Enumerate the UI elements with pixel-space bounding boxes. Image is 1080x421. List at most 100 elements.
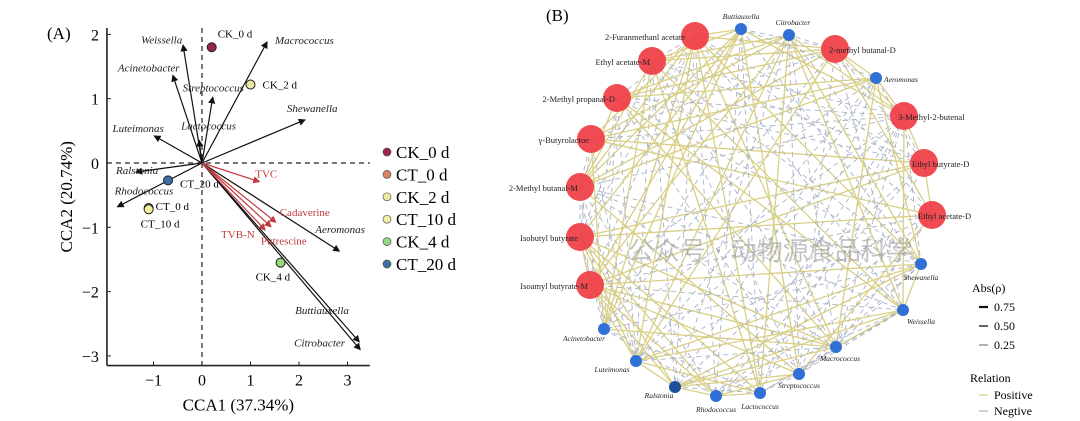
- positive-edge: [635, 360, 676, 388]
- environment-label: TVC: [255, 169, 277, 181]
- positive-edge: [579, 77, 877, 188]
- negative-edge: [759, 77, 877, 394]
- volatile-node: [638, 47, 666, 75]
- sample-label: CK_4 d: [256, 272, 291, 284]
- sample-point: [163, 175, 174, 186]
- positive-edge: [694, 35, 761, 394]
- negative-edge: [798, 263, 922, 375]
- bacteria-node-label: Luteimonas: [593, 365, 629, 374]
- negative-edge: [651, 60, 925, 164]
- bacteria-node: [783, 29, 795, 41]
- species-vector: [201, 162, 360, 343]
- bacteria-node: [598, 323, 610, 335]
- bacteria-node: [735, 23, 747, 35]
- y-tick-label: −2: [82, 285, 99, 302]
- negative-edge: [740, 28, 877, 79]
- bacteria-node-label: Buttiauxella: [723, 12, 760, 21]
- species-vector: [116, 162, 203, 208]
- positive-edge: [902, 263, 922, 311]
- volatile-node: [918, 201, 946, 229]
- sample-point: [275, 257, 286, 268]
- volatile-node-label: 2-Furanmethanl acetate: [605, 32, 685, 42]
- sample-point: [206, 42, 217, 53]
- negative-edge: [834, 48, 925, 164]
- positive-edge: [579, 28, 742, 238]
- negative-edge: [694, 35, 904, 311]
- positive-edge: [875, 77, 922, 265]
- positive-edge: [589, 284, 800, 375]
- x-tick-label: 2: [295, 373, 303, 390]
- species-vector: [201, 162, 361, 351]
- y-tick-label: 0: [91, 156, 99, 173]
- species-label: Ralstonia: [115, 165, 159, 177]
- negative-edge: [651, 60, 922, 265]
- species-label: Luteimonas: [111, 123, 163, 135]
- negative-edge: [590, 115, 905, 140]
- positive-edge: [674, 346, 837, 388]
- bacteria-node: [793, 368, 805, 380]
- negative-edge: [798, 309, 904, 375]
- positive-edge: [616, 97, 904, 311]
- negative-edge: [715, 162, 925, 397]
- legend-relation-label: Positive: [994, 388, 1033, 402]
- positive-edge: [759, 34, 790, 394]
- volatile-node-label: Ethyl butyrate-D: [912, 159, 969, 169]
- watermark: 公众号 · 动物源食品科学: [628, 237, 913, 267]
- bacteria-node-label: Lactococcus: [740, 402, 779, 411]
- species-vector: [201, 96, 216, 164]
- negative-edge: [715, 214, 933, 397]
- environment-vector: [201, 162, 266, 231]
- positive-edge: [635, 309, 904, 362]
- negative-edge: [603, 97, 618, 330]
- positive-edge: [589, 28, 742, 286]
- negative-edge: [579, 186, 637, 362]
- negative-edge: [715, 115, 905, 397]
- negative-edge: [651, 60, 837, 348]
- volatile-node-label: γ-Butyrolactoe: [538, 135, 590, 145]
- bacteria-node-label: Aeromonas: [883, 75, 918, 84]
- species-label: Buttiauxella: [295, 305, 349, 317]
- legend-abs-title: Abs(ρ): [972, 281, 1005, 295]
- positive-edge: [603, 28, 742, 330]
- positive-edge: [651, 48, 836, 62]
- bacteria-node-label: Acinetobacter: [562, 334, 605, 343]
- bacteria-node: [710, 390, 722, 402]
- positive-edge: [589, 34, 790, 286]
- positive-edge: [590, 138, 925, 164]
- positive-edge: [788, 34, 904, 311]
- negative-edge: [579, 186, 605, 330]
- negative-edge: [694, 35, 925, 164]
- volatile-node-label: 3-Methyl-2-butenal: [898, 112, 965, 122]
- negative-edge: [759, 115, 905, 394]
- negative-edge: [788, 34, 836, 50]
- positive-edge: [834, 48, 933, 216]
- positive-edge: [635, 34, 790, 362]
- negative-edge: [759, 346, 837, 394]
- bacteria-node-label: Weissella: [907, 317, 935, 326]
- legend-relation-label: Negtive: [994, 404, 1032, 418]
- x-tick-label: 0: [198, 373, 206, 390]
- positive-edge: [740, 28, 800, 375]
- negative-edge: [579, 115, 905, 188]
- species-label: Streptococcus: [183, 82, 244, 94]
- positive-edge: [589, 284, 837, 348]
- legend-marker: [382, 192, 392, 202]
- y-tick-label: −3: [82, 349, 99, 366]
- bacteria-node: [897, 304, 909, 316]
- positive-edge: [674, 373, 800, 388]
- positive-edge: [674, 386, 717, 397]
- positive-edge: [740, 28, 905, 117]
- legend-label: CK_2 d: [396, 188, 450, 207]
- negative-edge: [635, 115, 905, 362]
- environment-label: TVB-N: [221, 229, 255, 241]
- sample-label: CT_0 d: [156, 201, 190, 213]
- panel-b-label: (B): [546, 6, 569, 25]
- positive-edge: [674, 309, 904, 388]
- positive-edge: [715, 373, 800, 397]
- legend-label: CK_4 d: [396, 233, 450, 252]
- positive-edge: [579, 214, 933, 238]
- bacteria-node: [630, 355, 642, 367]
- species-vector: [201, 162, 341, 252]
- negative-edge: [674, 35, 696, 388]
